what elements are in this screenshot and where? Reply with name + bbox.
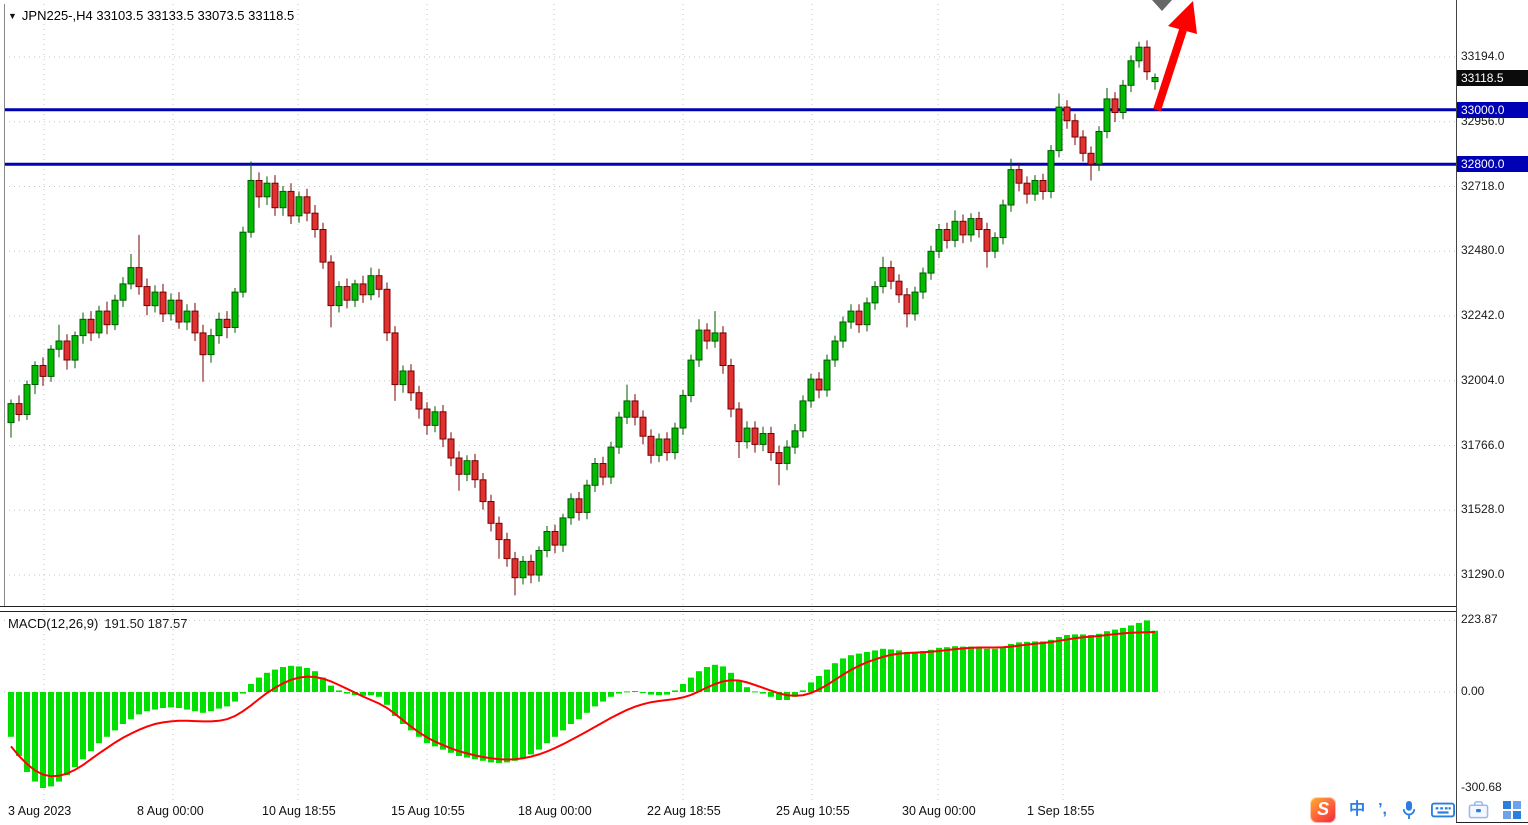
time-axis-label: 15 Aug 10:55	[391, 804, 465, 818]
macd-values: 191.50 187.57	[104, 616, 188, 631]
price-axis[interactable]: 33194.0 33118.5 33000.0 32956.0 32800.0 32718…	[1457, 0, 1528, 822]
price-axis-label[interactable]: 32242.0	[1461, 308, 1505, 322]
input-toolbox-icon[interactable]	[1468, 800, 1489, 820]
price-axis-label[interactable]: 32480.0	[1461, 243, 1505, 257]
macd-axis-label[interactable]: 0.00	[1461, 684, 1485, 698]
macd-name: MACD(12,26,9)	[8, 616, 99, 631]
symbol-info-bar: ▼ JPN225-,H4 33103.5 33133.5 33073.5 331…	[8, 8, 294, 23]
level-price-label[interactable]: 32800.0	[1457, 156, 1528, 172]
macd-histogram	[8, 620, 1158, 788]
time-axis-label: 25 Aug 10:55	[776, 804, 850, 818]
taskbar-tray: S 中 ’,	[1310, 796, 1522, 823]
price-axis-label[interactable]: 32718.0	[1461, 179, 1505, 193]
price-axis-label[interactable]: 32004.0	[1461, 373, 1505, 387]
time-axis[interactable]: 3 Aug 2023 8 Aug 00:00 10 Aug 18:55 15 Aug …	[0, 800, 1456, 825]
microphone-icon[interactable]	[1400, 799, 1418, 821]
macd-axis-label[interactable]: 223.87	[1461, 612, 1498, 626]
app-grid-icon[interactable]	[1502, 800, 1522, 820]
time-axis-label: 30 Aug 00:00	[902, 804, 976, 818]
time-axis-label: 1 Sep 18:55	[1027, 804, 1095, 818]
time-axis-label: 18 Aug 00:00	[518, 804, 592, 818]
sogou-input-icon[interactable]: S	[1310, 796, 1337, 823]
price-axis-label[interactable]: 33194.0	[1461, 49, 1505, 63]
candlestick-series	[7, 40, 1159, 596]
trend-arrow-head	[1168, 1, 1197, 34]
current-price-label[interactable]: 33118.5	[1457, 70, 1528, 86]
price-axis-label[interactable]: 31766.0	[1461, 438, 1505, 452]
level-price-label[interactable]: 33000.0	[1457, 102, 1528, 118]
symbol-ohlc-text: JPN225-,H4 33103.5 33133.5 33073.5 33118…	[21, 8, 295, 23]
price-axis-label[interactable]: 31290.0	[1461, 567, 1505, 581]
macd-signal-line	[10, 631, 1156, 778]
trend-arrow-shaft	[1153, 28, 1187, 112]
time-axis-label: 22 Aug 18:55	[647, 804, 721, 818]
time-axis-label: 8 Aug 00:00	[137, 804, 204, 818]
macd-axis-label[interactable]: -300.68	[1461, 780, 1502, 794]
chinese-mode-icon[interactable]: 中	[1349, 800, 1366, 818]
chart-shift-marker-icon[interactable]	[1152, 0, 1172, 11]
macd-indicator-label: MACD(12,26,9) 191.50 187.57	[8, 616, 187, 631]
time-axis-label: 3 Aug 2023	[8, 804, 72, 818]
price-axis-label[interactable]: 31528.0	[1461, 502, 1505, 516]
price-axis-label[interactable]: 32956.0	[1461, 114, 1505, 128]
time-axis-label: 10 Aug 18:55	[262, 804, 336, 818]
keyboard-icon[interactable]	[1431, 800, 1455, 820]
punctuation-icon[interactable]: ’,	[1378, 800, 1387, 818]
symbol-dropdown-icon[interactable]: ▼	[8, 10, 17, 21]
